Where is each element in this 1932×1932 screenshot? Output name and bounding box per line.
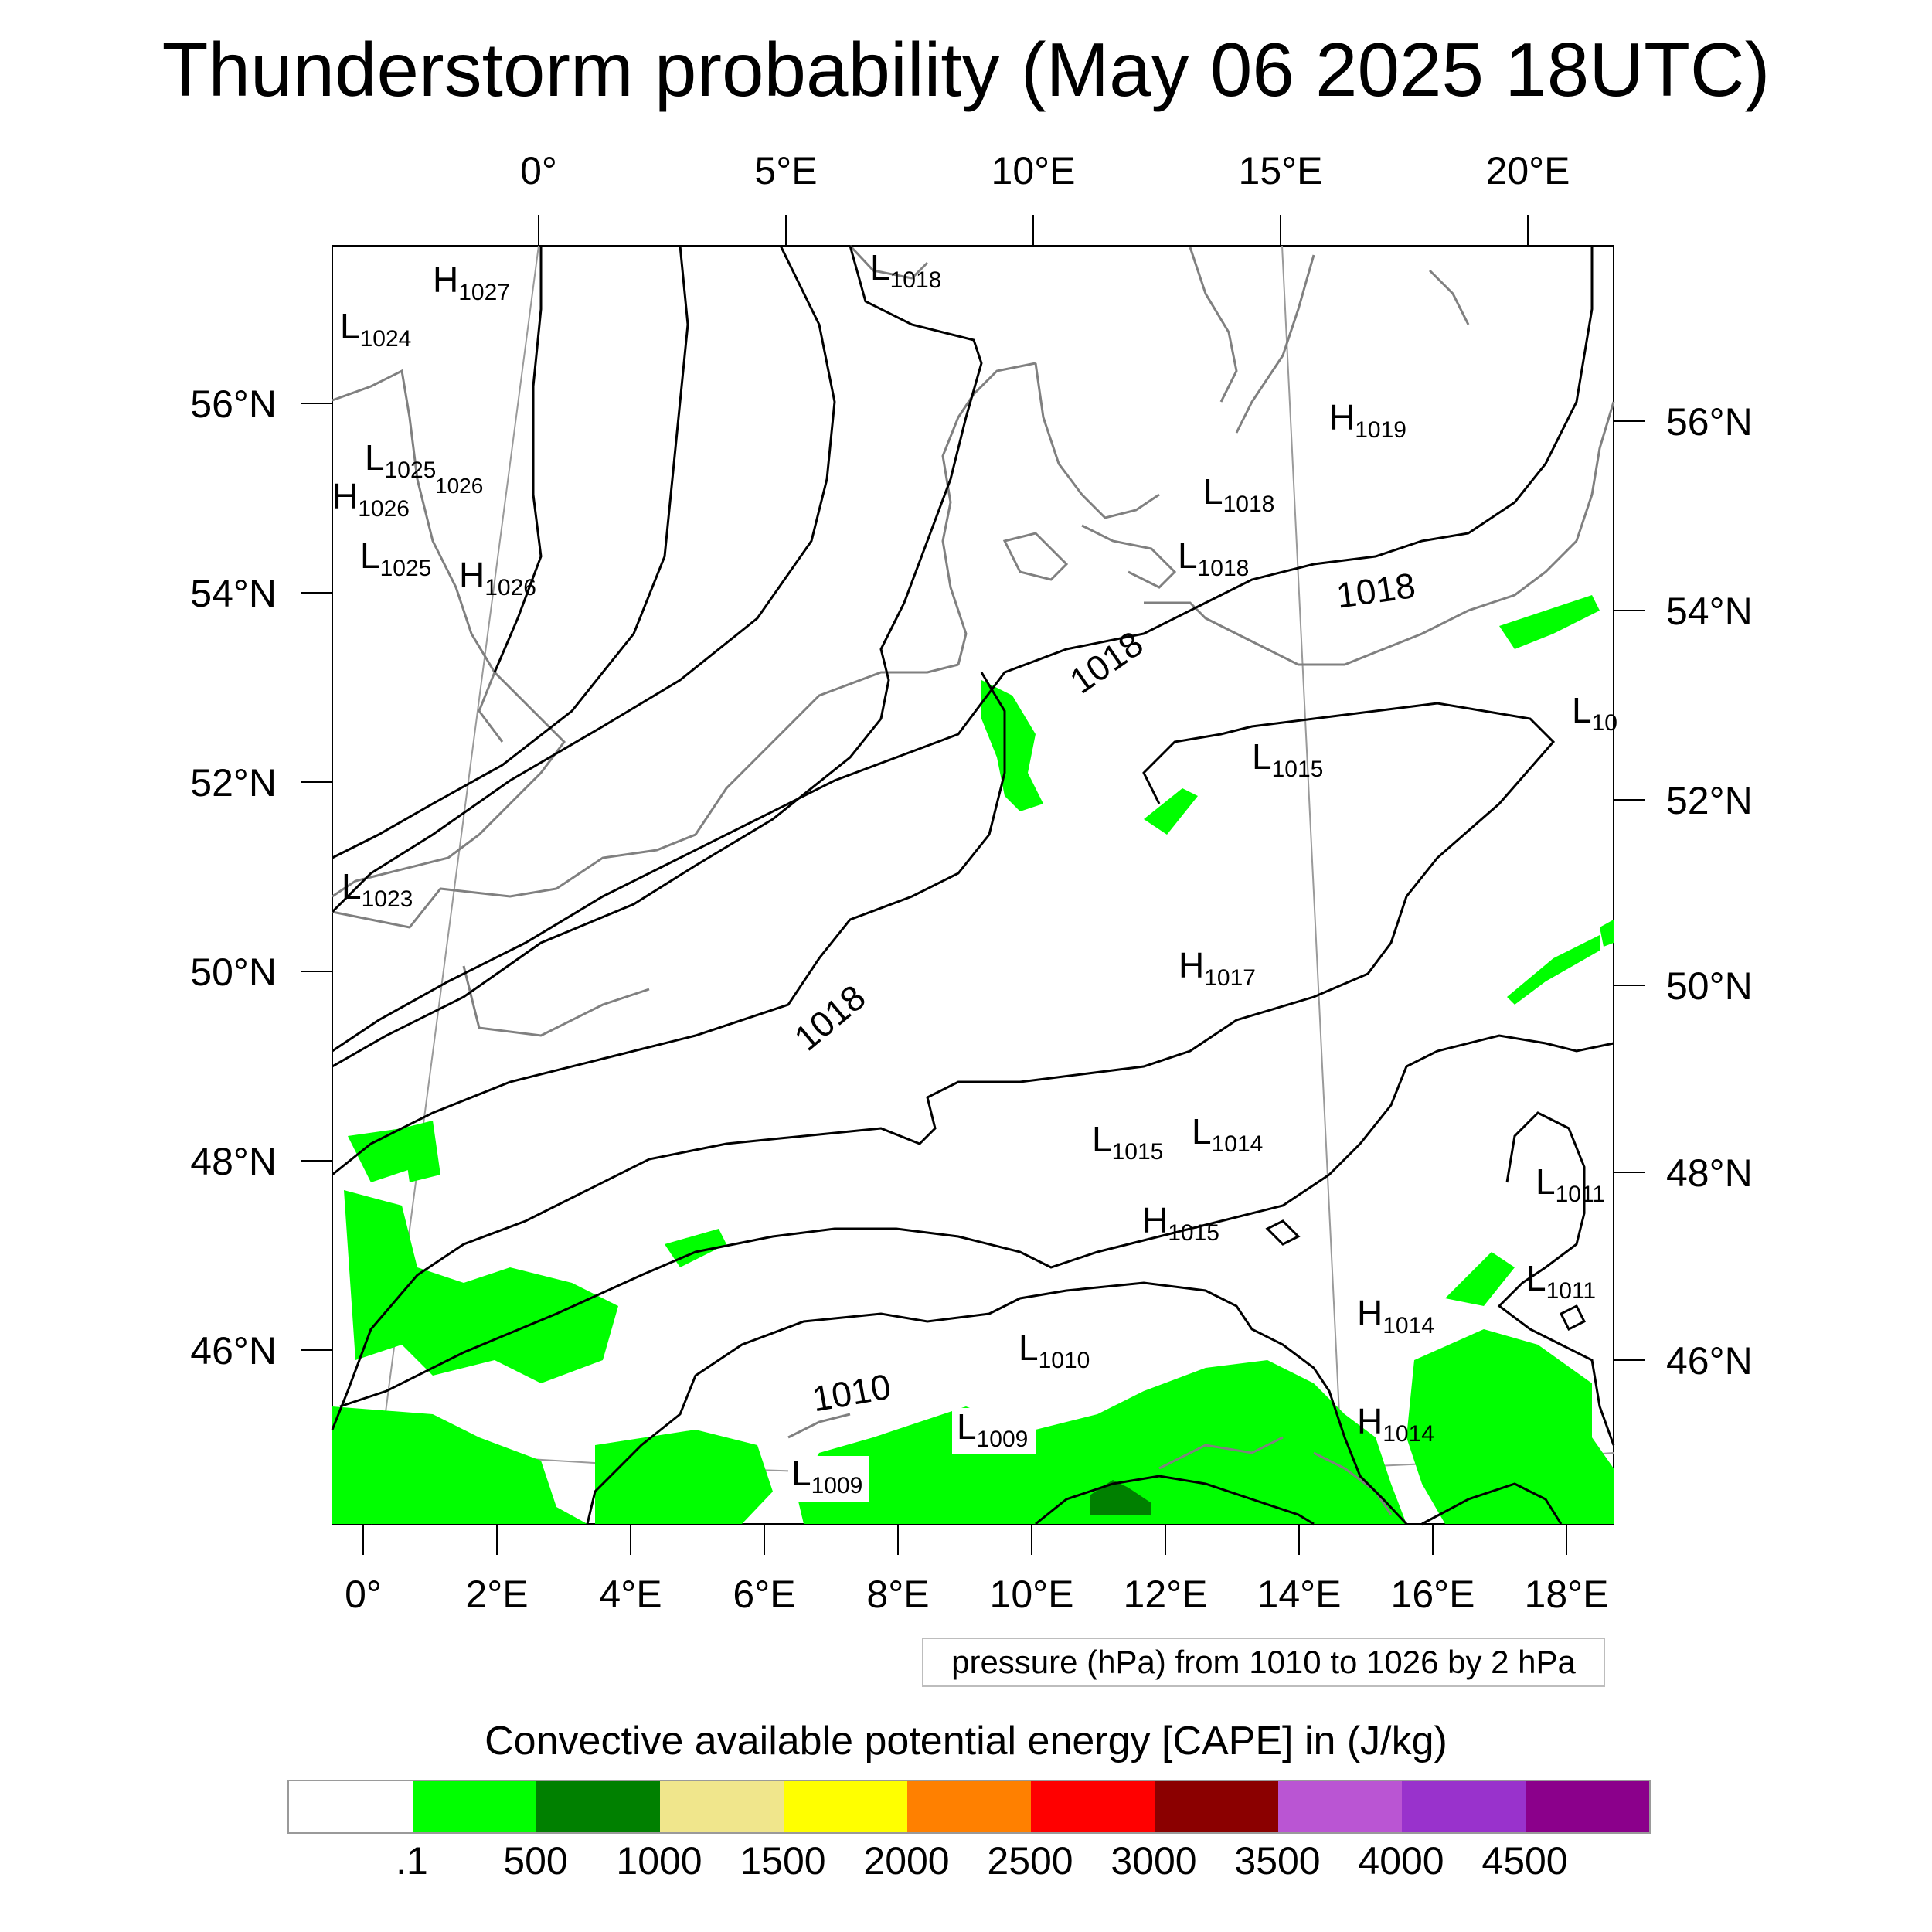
top-lon-label: 15°E [1239, 149, 1323, 192]
colorbar-label: 4500 [1481, 1839, 1568, 1883]
pressure-center-label: L1023 [342, 866, 413, 912]
bottom-lon-label: 10°E [990, 1573, 1074, 1616]
pressure-center-label: L1015 [1092, 1119, 1163, 1165]
colorbar-label: 4000 [1358, 1839, 1444, 1883]
right-latitude-labels: 56°N 54°N 52°N 50°N 48°N 46°N [1666, 400, 1753, 1383]
pressure-center-label: L1009 [791, 1453, 862, 1498]
pressure-center-label: H1026 [459, 555, 536, 600]
pressure-center-boxed: L1009 [952, 1406, 1036, 1454]
pressure-center-label: H1019 [1329, 397, 1406, 443]
right-lat-label: 48°N [1666, 1151, 1753, 1195]
pressure-center-label: L1025 [360, 536, 431, 581]
pressure-center-label: H1014 [1357, 1401, 1434, 1447]
left-lat-label: 54°N [190, 572, 277, 615]
pressure-center-label: L1011 [1526, 1258, 1596, 1304]
pressure-center-label: L1024 [340, 306, 411, 352]
colorbar-swatch [413, 1781, 536, 1832]
pressure-center-label: L1010 [1019, 1328, 1090, 1373]
bottom-lon-label: 14°E [1257, 1573, 1342, 1616]
colorbar-labels: .1 500 1000 1500 2000 2500 3000 3500 400… [0, 1838, 1932, 1892]
colorbar-label: 2500 [987, 1839, 1073, 1883]
pressure-center-label: H1015 [1142, 1200, 1219, 1246]
isobar-label: 1026 [435, 474, 483, 498]
bottom-lon-label: 18°E [1525, 1573, 1609, 1616]
pressure-center-label: L1018 [1178, 536, 1249, 581]
bottom-lon-label: 12°E [1124, 1573, 1208, 1616]
colorbar-label: 3500 [1234, 1839, 1321, 1883]
right-lat-label: 52°N [1666, 779, 1753, 822]
colorbar-label: 500 [503, 1839, 568, 1883]
colorbar-swatch [1526, 1781, 1649, 1832]
left-lat-label: 48°N [190, 1140, 277, 1183]
pressure-center-label: H1026 [332, 476, 410, 522]
right-lat-label: 46°N [1666, 1339, 1753, 1383]
top-lon-label: 0° [520, 149, 557, 192]
pressure-center-label: L10 [1572, 690, 1617, 736]
pressure-center-label: H1027 [433, 260, 510, 305]
pressure-center-boxed: L1009 [788, 1453, 869, 1502]
left-lat-label: 50°N [190, 951, 277, 994]
colorbar-label: 1000 [616, 1839, 702, 1883]
left-lat-label: 46°N [190, 1329, 277, 1372]
pressure-centers: H1027 L1024 L1018 L1025 H1026 L1025 H102… [332, 247, 1617, 1502]
right-lat-label: 54°N [1666, 590, 1753, 633]
colorbar-swatch [1155, 1781, 1278, 1832]
colorbar-swatch [289, 1781, 413, 1832]
top-lon-label: 5°E [754, 149, 817, 192]
isobars [331, 245, 1615, 1526]
colorbar-label: 1500 [740, 1839, 826, 1883]
bottom-lon-label: 4°E [599, 1573, 662, 1616]
colorbar-title: Convective available potential energy [C… [485, 1719, 1447, 1764]
pressure-center-label: L1014 [1192, 1111, 1263, 1157]
cape-fill-dark [1090, 1480, 1151, 1515]
right-lat-label: 50°N [1666, 964, 1753, 1008]
colorbar-swatch [536, 1781, 660, 1832]
cape-fill-light [332, 595, 1614, 1524]
left-lat-label: 56°N [190, 383, 277, 426]
pressure-center-label: L1018 [1203, 471, 1274, 517]
top-longitude-labels: 0° 5°E 10°E 15°E 20°E [520, 149, 1570, 192]
pressure-center-label: L1018 [870, 247, 941, 293]
bottom-lon-label: 16°E [1391, 1573, 1475, 1616]
colorbar-swatch [1278, 1781, 1402, 1832]
colorbar-label: 3000 [1111, 1839, 1197, 1883]
left-latitude-labels: 56°N 54°N 52°N 50°N 48°N 46°N [190, 383, 277, 1372]
pressure-center-label: L1015 [1252, 736, 1323, 782]
colorbar-swatch [907, 1781, 1031, 1832]
colorbar [287, 1780, 1651, 1834]
right-lat-label: 56°N [1666, 400, 1753, 444]
left-lat-label: 52°N [190, 761, 277, 804]
top-lon-label: 20°E [1486, 149, 1570, 192]
bottom-longitude-labels: 0° 2°E 4°E 6°E 8°E 10°E 12°E 14°E 16°E 1… [345, 1573, 1608, 1616]
colorbar-label: 2000 [863, 1839, 950, 1883]
top-lon-label: 10°E [992, 149, 1076, 192]
pressure-center-label: L1011 [1536, 1162, 1605, 1207]
bottom-lon-label: 8°E [866, 1573, 929, 1616]
colorbar-swatch [784, 1781, 907, 1832]
bottom-lon-label: 6°E [733, 1573, 795, 1616]
colorbar-swatch [1031, 1781, 1155, 1832]
pressure-center-label: L1025 [365, 437, 436, 483]
colorbar-swatch [1402, 1781, 1526, 1832]
chart-title: Thunderstorm probability (May 06 2025 18… [162, 27, 1770, 112]
pressure-center-label: L1009 [957, 1406, 1028, 1452]
axis-ticks [301, 215, 1645, 1555]
contour-info-box: pressure (hPa) from 1010 to 1026 by 2 hP… [922, 1638, 1605, 1687]
bottom-lon-label: 2°E [465, 1573, 528, 1616]
pressure-center-label: H1017 [1179, 945, 1256, 991]
bottom-lon-label: 0° [345, 1573, 382, 1616]
pressure-center-label: H1014 [1357, 1293, 1434, 1338]
colorbar-swatch [660, 1781, 784, 1832]
colorbar-label: .1 [396, 1839, 428, 1883]
coastlines [332, 244, 1615, 1515]
